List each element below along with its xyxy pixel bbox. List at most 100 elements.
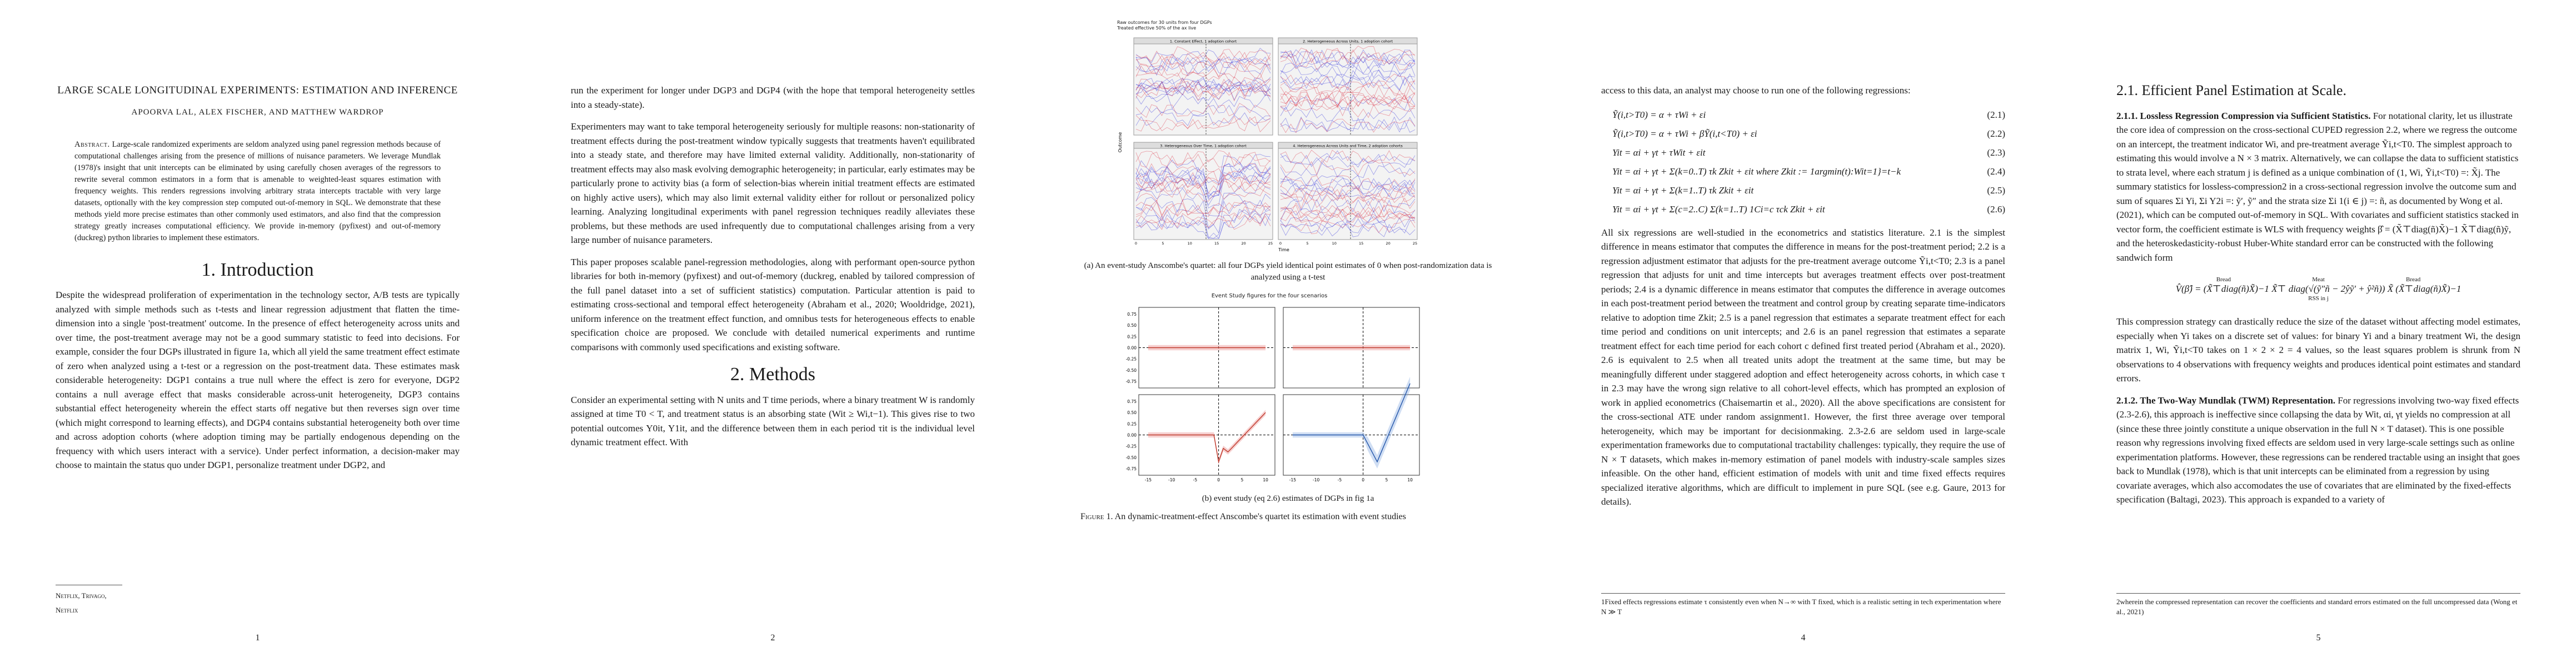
estimate-line [1148,412,1266,464]
panel-title: 2. Heterogeneous Across Units, 1 adoptio… [1303,39,1393,44]
x-tick-label: -15 [1289,477,1296,482]
equation-number: (2.3) [1987,147,2005,158]
page-3-figure: Raw outcomes for 30 units from four DGPs… [1030,0,1546,667]
panel-frame [1278,142,1418,240]
figure-1-caption: Figure 1. An dynamic-treatment-effect An… [1080,511,1406,521]
confidence-band [1148,410,1266,465]
x-tick-label: 20 [1386,241,1390,246]
unit-trajectory [1280,219,1416,235]
figure-1a: Raw outcomes for 30 units from four DGPs… [1117,20,1420,258]
unit-trajectory [1135,81,1271,97]
unit-trajectory [1135,163,1271,198]
panel-frame [1133,37,1273,136]
unit-trajectory [1135,93,1271,109]
x-tick-label: 25 [1413,241,1417,246]
unit-trajectory [1135,78,1271,93]
unit-trajectory [1135,213,1271,239]
figure-1a-xlabel: Time [1278,247,1289,252]
unit-trajectory [1280,206,1416,222]
x-tick-label: 15 [1214,241,1219,246]
unit-trajectory [1280,202,1416,218]
paragraph: run the experiment for longer under DGP3… [571,85,975,110]
unit-trajectory [1135,208,1271,239]
equation: Yit = αi + γt + Σ(c=2..C) Σ(k=1..T) 1Ci=… [1601,200,2005,219]
y-tick-label: 0.50 [1127,323,1137,328]
unit-trajectory [1135,213,1271,228]
panel-header [1278,37,1418,44]
unit-trajectory [1280,94,1416,109]
unit-trajectory [1280,116,1416,132]
unit-trajectory [1280,49,1416,65]
x-tick-label: 0 [1279,241,1282,246]
unit-trajectory [1280,117,1416,133]
y-tick-label: 0.25 [1127,334,1137,339]
equation-body: Ỹ(i,t>T0) = α + τWi + βỸ(i,t<T0) + εi [1612,128,1757,139]
unit-trajectory [1280,216,1416,232]
paragraph: Experimenters may want to take temporal … [571,121,975,245]
unit-trajectory [1280,94,1416,111]
unit-trajectory [1135,200,1271,216]
unit-trajectory [1135,201,1271,218]
unit-trajectory [1135,56,1271,71]
x-tick-label: -5 [1193,477,1198,482]
unit-trajectory [1135,104,1271,121]
panel-header [1133,142,1273,149]
unit-trajectory [1280,188,1416,205]
unit-trajectory [1280,209,1416,224]
unit-trajectory [1280,81,1416,97]
x-tick-label: 0 [1362,477,1364,482]
x-tick-label: 10 [1263,477,1268,482]
unit-trajectory [1280,49,1416,66]
unit-trajectory [1280,56,1416,71]
page-2: run the experiment for longer under DGP3… [515,0,1030,667]
page-5: 2.1. Efficient Panel Estimation at Scale… [2061,0,2576,667]
figure-1a-plot: 1. Constant Effect, 1 adoption cohort 2. … [1118,37,1418,252]
figure-1b: Event Study figures for the four scenari… [1114,289,1425,491]
section-heading-methods: 2. Methods [730,364,815,385]
unit-trajectory [1280,183,1416,197]
unit-trajectory [1280,207,1416,223]
unit-trajectory [1135,79,1271,94]
unit-trajectory [1280,220,1416,236]
affiliation-footnote: Netflix, Trivago, Netflix [56,585,122,617]
x-tick-label: 10 [1188,241,1192,246]
equation: Yit = αi + γt + τWit + εit (2.3) [1601,143,2005,162]
paper-authors: APOORVA LAL, ALEX FISCHER, AND MATTHEW W… [131,108,384,117]
unit-trajectory [1280,150,1416,164]
unit-trajectory [1135,163,1271,178]
panel-header [1133,37,1273,44]
methods-paragraph: Consider an experimental setting with N … [571,394,975,448]
unit-trajectory [1135,209,1271,239]
unit-trajectory [1280,184,1416,199]
equation-body: Yit = αi + γt + Σ(k=0..T) τk Zkit + εit … [1612,166,1901,177]
abstract-label: Abstract. [74,140,110,149]
unit-trajectory [1135,59,1271,77]
unit-trajectory [1135,62,1271,79]
paragraph: This paper proposes scalable panel-regre… [571,256,975,352]
x-tick-label: 5 [1306,241,1308,246]
page-4: access to this data, an analyst may choo… [1546,0,2061,667]
unit-trajectory [1280,103,1416,118]
figure-1a-caption: (a) An event-study Anscombe's quartet: a… [1084,261,1492,282]
unit-trajectory [1280,92,1416,107]
unit-trajectory [1280,193,1416,210]
subsubsection-heading: 2.1.1. Lossless Regression Compression v… [2116,110,2371,121]
figure-1a-ylabel: Outcome [1118,132,1123,153]
figure-1b-plot: 0.75 0.50 0.25 0.00 -0.25 -0.50 -0.75 0.75 0.50 0… [1126,307,1420,482]
y-tick-label: -0.50 [1126,455,1137,460]
unit-trajectory [1135,56,1271,73]
x-tick-label: 5 [1240,477,1243,482]
intro-paragraph: Despite the widespread proliferation of … [56,290,460,470]
unit-trajectory [1135,173,1271,190]
footnote: 2wherein the compressed representation c… [2116,593,2520,617]
unit-trajectory [1280,117,1416,133]
x-tick-label: 5 [1162,241,1164,246]
unit-trajectory [1280,153,1416,168]
unit-trajectory [1135,85,1271,102]
y-tick-label: 0.75 [1127,312,1137,317]
unit-trajectory [1135,46,1271,62]
equation-body: Yit = αi + γt + Σ(c=2..C) Σ(k=1..T) 1Ci=… [1612,203,1825,215]
unit-trajectory [1280,62,1416,78]
panel-frame [1278,37,1418,136]
equation: Yit = αi + γt + Σ(k=0..T) τk Zkit + εit … [1601,162,2005,181]
